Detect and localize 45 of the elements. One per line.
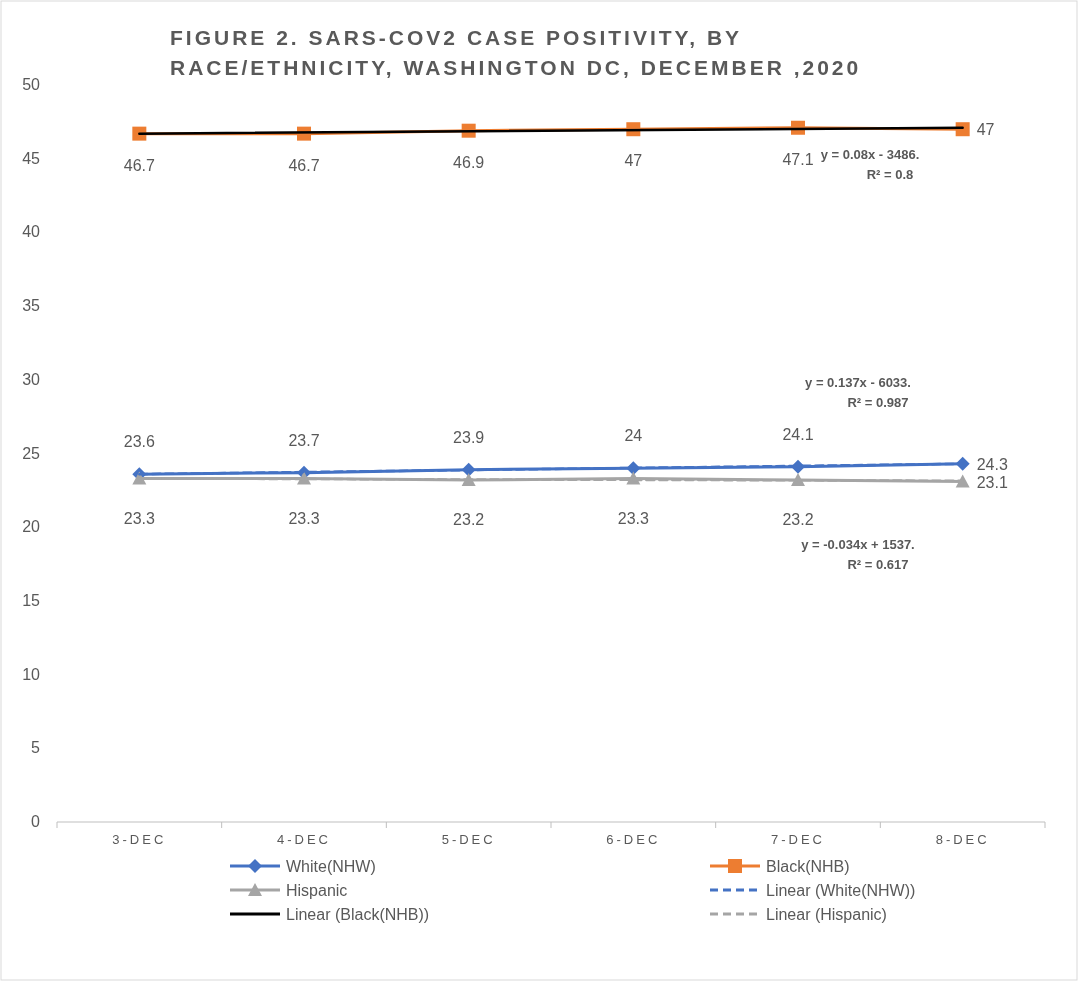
annotation: y = 0.08x - 3486. R² = 0.8	[820, 146, 920, 182]
annotation: y = 0.137x - 6033. R² = 0.987	[805, 375, 911, 411]
x-tick-label: 6-DEC	[606, 832, 661, 847]
annotation: y = -0.034x + 1537. R² = 0.617	[801, 537, 915, 573]
data-label: 24	[624, 427, 643, 445]
y-tick-label: 50	[22, 76, 41, 93]
y-tick-label: 35	[22, 297, 41, 315]
data-label: 23.2	[782, 511, 814, 529]
x-tick-label: 7-DEC	[770, 832, 826, 847]
data-label: 23.6	[123, 433, 156, 451]
legend-label: Linear (Hispanic)	[766, 906, 887, 923]
legend-label: Hispanic	[286, 882, 348, 899]
y-tick-label: 0	[31, 813, 41, 830]
legend-label: Linear (White(NHW))	[766, 882, 916, 899]
data-label: 46.7	[288, 156, 320, 174]
legend-label: Linear (Black(NHB))	[286, 906, 430, 923]
chart-title: FIGURE 2. SARS-COV2 CASE POSITIVITY, BY RACE/ETHNICITY, WASHINGTON DC, DECEMBER ,2020	[170, 26, 862, 79]
data-label: 23.7	[288, 431, 320, 449]
data-label: 46.9	[453, 153, 485, 171]
data-label: 23.1	[976, 473, 1008, 491]
data-label: 23.3	[123, 509, 156, 527]
y-tick-label: 30	[22, 370, 41, 388]
data-label: 24.3	[976, 455, 1008, 473]
y-tick-label: 45	[22, 149, 41, 167]
x-tick-label: 8-DEC	[935, 832, 990, 847]
x-tick-label: 5-DEC	[441, 832, 496, 847]
data-label: 47	[976, 121, 995, 139]
data-label: 24.1	[782, 425, 814, 443]
data-label: 47	[624, 152, 643, 170]
x-tick-label: 3-DEC	[112, 832, 167, 847]
legend-label: Black(NHB)	[766, 858, 850, 875]
y-tick-label: 15	[22, 591, 41, 609]
data-label: 46.7	[123, 156, 156, 174]
y-tick-label: 5	[31, 739, 41, 757]
legend-label: White(NHW)	[286, 858, 376, 875]
data-label: 23.9	[453, 428, 485, 446]
y-tick-label: 25	[22, 444, 41, 462]
x-tick-label: 4-DEC	[276, 832, 332, 847]
data-label: 23.3	[288, 509, 320, 527]
data-label: 23.2	[453, 511, 485, 529]
y-tick-label: 10	[22, 665, 41, 683]
data-label: 47.1	[782, 150, 814, 168]
y-tick-label: 20	[22, 518, 41, 536]
data-label: 23.3	[617, 509, 650, 527]
y-tick-label: 40	[22, 223, 41, 241]
